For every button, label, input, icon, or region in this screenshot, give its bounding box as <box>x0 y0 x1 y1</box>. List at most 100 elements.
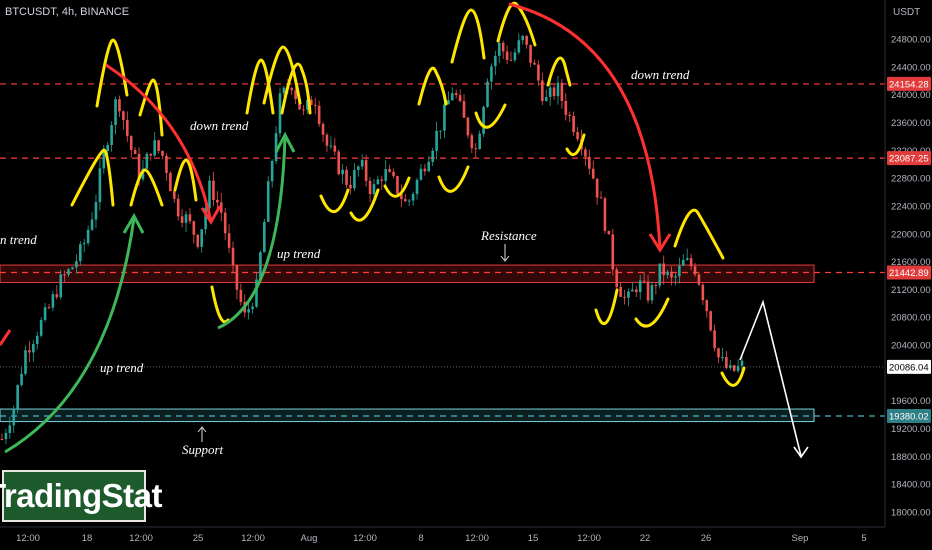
candle-body <box>556 82 560 97</box>
candle-body <box>341 169 344 175</box>
candle-body <box>337 151 341 175</box>
price-tick-label: 21200.00 <box>891 285 931 296</box>
candle-body <box>462 101 466 118</box>
candle-body <box>67 269 70 275</box>
down-trend-arrow <box>0 329 12 346</box>
candle-body <box>458 95 462 102</box>
candle-body <box>709 311 712 331</box>
candle-body <box>161 151 164 156</box>
candle-body <box>732 365 736 371</box>
candle-body <box>411 193 415 201</box>
candle-body <box>208 180 211 208</box>
candle-body <box>384 169 388 181</box>
candle-body <box>537 64 540 81</box>
candle-body <box>689 258 693 267</box>
yellow-wave-mark <box>95 38 129 108</box>
candle-body <box>638 280 642 293</box>
candle-body <box>568 114 572 116</box>
annotation-up-trend-1: up trend <box>100 360 144 375</box>
candle-body <box>572 115 575 133</box>
candle-body <box>35 335 39 345</box>
resistance-pointer <box>500 244 510 262</box>
candle-body <box>94 202 98 220</box>
yellow-wave-mark <box>319 188 350 213</box>
yellow-wave-mark <box>565 133 586 157</box>
symbol-title[interactable]: BTCUSDT, 4h, BINANCE <box>5 6 130 18</box>
level-price-label: 23087.25 <box>889 154 929 165</box>
candle-body <box>474 148 478 150</box>
candle-body <box>223 212 227 234</box>
candle-body <box>603 198 607 231</box>
candle-body <box>200 229 203 247</box>
candle-body <box>435 130 438 151</box>
hand-drawn-waves <box>0 1 809 459</box>
candle-body <box>423 168 427 172</box>
candle-body <box>184 214 188 223</box>
level-price-label: 19380.02 <box>889 412 929 423</box>
candle-body <box>584 149 587 157</box>
annotation-resistance: Resistance <box>481 228 537 243</box>
time-tick-label: 5 <box>861 533 866 544</box>
candle-body <box>740 360 744 366</box>
price-tick-label: 19600.00 <box>891 396 931 407</box>
candle-body <box>376 179 380 185</box>
candle-body <box>415 179 419 194</box>
candle-body <box>82 243 86 245</box>
candle-body <box>266 181 270 222</box>
candle-body <box>216 199 219 203</box>
candle-body <box>642 280 646 282</box>
candle-body <box>239 289 243 302</box>
candle-body <box>12 408 16 426</box>
time-tick-label: 15 <box>528 533 539 544</box>
candle-body <box>611 234 615 270</box>
candle-body <box>153 140 156 156</box>
level-badge <box>887 409 931 424</box>
annotation-down-trend-1: down trend <box>190 118 249 133</box>
candle-body <box>670 271 673 278</box>
candle-body <box>681 259 685 266</box>
candle-body <box>693 266 697 275</box>
candle-body <box>517 40 521 53</box>
currency-label: USDT <box>893 7 921 18</box>
candle-body <box>43 307 47 320</box>
candle-body <box>591 168 595 179</box>
yellow-wave-mark <box>280 62 312 115</box>
candle-body <box>548 87 552 98</box>
candle-body <box>24 350 27 374</box>
level-badge <box>887 151 931 166</box>
candle-body <box>360 160 364 167</box>
candle-body <box>231 247 235 266</box>
candle-body <box>141 168 145 180</box>
candle-body <box>133 149 137 155</box>
candle-body <box>270 161 274 182</box>
price-tick-label: 22400.00 <box>891 201 931 212</box>
arrow-head <box>122 212 145 234</box>
up-trend-arrow <box>4 217 136 454</box>
candle-body <box>294 90 297 100</box>
candle-body <box>658 263 662 286</box>
price-tick-label: 20800.00 <box>891 313 931 324</box>
candle-body <box>650 285 654 301</box>
candle-body <box>227 233 231 248</box>
candle-body <box>576 132 579 140</box>
candle-body <box>447 100 450 105</box>
candle-body <box>701 284 705 301</box>
candle-body <box>627 291 630 298</box>
up-trend-arrow <box>217 136 287 330</box>
price-tick-label: 24400.00 <box>891 62 931 73</box>
time-tick-label: 25 <box>193 533 204 544</box>
candle-body <box>541 80 544 101</box>
candlestick-series <box>0 33 744 445</box>
candle-body <box>63 274 66 276</box>
candle-body <box>247 308 250 313</box>
candle-body <box>497 42 501 56</box>
candle-body <box>310 99 313 105</box>
candle-body <box>454 93 458 96</box>
candle-body <box>149 153 153 156</box>
candle-body <box>255 279 258 307</box>
candle-body <box>219 202 223 213</box>
candle-body <box>165 155 168 173</box>
candle-body <box>235 265 239 290</box>
candle-body <box>450 93 454 101</box>
